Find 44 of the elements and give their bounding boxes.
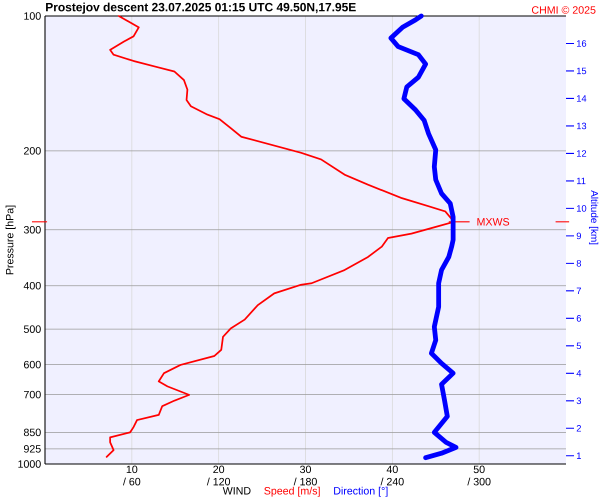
y2-tick-label: 5 [576,342,582,350]
y-tick-label: 925 [24,445,41,453]
y2-tick-label: 1 [576,452,581,459]
text: CHMI © 2025 [532,6,596,14]
y-tick-label: 200 [24,147,41,155]
x2-tick-label: / 240 [380,478,404,486]
y2-tick-label: 7 [576,288,581,294]
y2-tick-label: 6 [576,315,582,322]
text: Direction [°] [334,486,388,497]
y-tick-label: 850 [24,428,41,436]
y2-tick-label: 8 [576,260,582,267]
y2-tick-label: 14 [576,95,586,102]
annotation: MXWS [477,218,510,226]
x-tick-label: 10 [126,466,138,474]
x-tick-label: 20 [213,466,224,474]
x-axis-title: WIND [222,487,251,494]
y-axis-title: Pressure [hPa] [6,206,16,274]
y2-tick-label: 10 [576,205,586,212]
y2-tick-label: 2 [576,425,581,432]
y2-tick-label: 15 [576,68,586,74]
x-tick-label: 50 [474,466,485,474]
x-tick-label: 40 [386,466,398,474]
y2-tick-label: 3 [576,398,582,404]
x-tick-label: 30 [300,466,311,474]
y2-tick-label: 9 [576,232,582,240]
y-tick-label: 300 [24,226,41,234]
y2-tick-label: 11 [576,178,586,184]
y2-tick-label: 13 [576,122,586,130]
y2-tick-label: 12 [576,150,586,157]
x2-tick-label: / 60 [122,478,140,486]
x2-tick-label: / 300 [467,478,491,486]
y2-tick-label: 16 [576,40,586,47]
y2-axis-title: Altitude [km] [588,190,598,244]
y-tick-label: 500 [24,325,41,333]
y-tick-label: 700 [24,390,41,398]
text: Speed [m/s] [264,486,320,497]
x2-tick-label: / 180 [294,478,317,486]
y-tick-label: 1000 [18,460,41,468]
y2-tick-label: 4 [576,370,582,376]
y-tick-label: 400 [24,282,41,290]
y-tick-label: 100 [24,12,41,20]
chart-title: Prostejov descent 23.07.2025 01:15 UTC 49.50N,17.95E [46,2,356,14]
x2-tick-label: / 120 [206,478,230,486]
y-tick-label: 600 [24,360,41,368]
